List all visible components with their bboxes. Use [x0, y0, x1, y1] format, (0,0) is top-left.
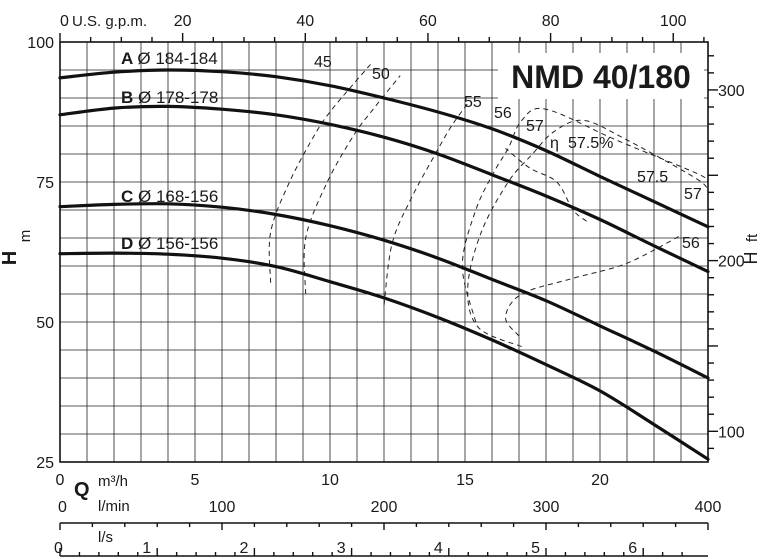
- y-right-tick-label: 300: [718, 83, 745, 100]
- y-right-tick-label: 100: [718, 424, 745, 441]
- series-label-b: B Ø 178-178: [121, 88, 218, 107]
- pump-curve-a: [58, 68, 710, 229]
- y-left-tick-label: 50: [36, 315, 54, 332]
- efficiency-curve-56: [461, 107, 709, 323]
- ls-tick-label: 5: [531, 540, 540, 557]
- y-axis-left-symbol: H: [0, 251, 21, 265]
- lmin-tick-label: 200: [371, 499, 398, 516]
- x-tick-label: 10: [321, 472, 339, 489]
- top-tick-label: 40: [296, 13, 314, 30]
- x-axis-symbol: Q: [74, 479, 90, 501]
- ls-tick-label: 6: [628, 540, 637, 557]
- efficiency-label: 57.5: [637, 169, 668, 186]
- efficiency-curve-45: [268, 64, 371, 283]
- lmin-tick-label: 300: [533, 499, 560, 516]
- efficiency-curve-50: [303, 75, 401, 295]
- efficiency-label: 56: [494, 105, 512, 122]
- y-left-tick-label: 100: [27, 35, 54, 52]
- plot-frame: [59, 41, 709, 463]
- efficiency-label: 45: [314, 54, 332, 71]
- x-tick-label: 5: [191, 472, 200, 489]
- series-label-d: D Ø 156-156: [121, 234, 218, 253]
- series-label-c: C Ø 168-156: [121, 187, 218, 206]
- efficiency-curves: [268, 64, 709, 348]
- top-axis-label: U.S. g.p.m.: [72, 13, 147, 30]
- ls-axis-label: l/s: [98, 529, 113, 546]
- y-left-tick-label: 75: [36, 175, 54, 192]
- y-axis-right-unit: ft: [744, 233, 761, 242]
- y-right-tick-label: 200: [718, 254, 745, 271]
- efficiency-curve-57-5: [504, 234, 682, 337]
- efficiency-label: 56: [682, 235, 700, 252]
- pump-curve-b: [58, 104, 710, 274]
- efficiency-label: 55: [464, 94, 482, 111]
- top-tick-label: 100: [660, 13, 687, 30]
- lmin-tick-label: 100: [209, 499, 236, 516]
- pump-curves: [58, 68, 710, 461]
- lmin-tick-label: 0: [58, 499, 67, 516]
- ls-tick-label: 1: [142, 540, 151, 557]
- curve-labels: A Ø 184-184 B Ø 178-178 C Ø 168-156 D Ø 156…: [121, 49, 702, 253]
- top-tick-label: 80: [542, 13, 560, 30]
- pump-curve-d: [58, 251, 710, 461]
- efficiency-curve-57-5pct: [505, 148, 587, 222]
- efficiency-curve-57: [467, 119, 709, 348]
- efficiency-label: 57: [684, 186, 702, 203]
- y-left-tick-label: 25: [36, 455, 54, 472]
- series-label-a: A Ø 184-184: [121, 49, 218, 68]
- top-tick-label: 0: [60, 13, 69, 30]
- lmin-axis-label: l/min: [98, 498, 130, 515]
- ls-tick-label: 4: [434, 540, 443, 557]
- efficiency-symbol: η: [550, 135, 559, 152]
- efficiency-label: 57: [526, 118, 544, 135]
- x-axis-unit: m³/h: [98, 473, 128, 490]
- pump-curve-c: [58, 202, 710, 380]
- efficiency-curve-55: [383, 103, 469, 306]
- lmin-tick-label: 400: [695, 499, 722, 516]
- top-tick-label: 60: [419, 13, 437, 30]
- efficiency-label: 57.5%: [568, 135, 613, 152]
- chart-title: NMD 40/180: [511, 59, 691, 95]
- ls-tick-label: 0: [54, 540, 63, 557]
- x-tick-label: 20: [591, 472, 609, 489]
- x-tick-label: 0: [56, 472, 65, 489]
- y-axis-right-symbol: H: [741, 252, 761, 265]
- efficiency-label: 50: [372, 66, 390, 83]
- top-tick-label: 20: [174, 13, 192, 30]
- y-axis-left-unit: m: [17, 230, 34, 243]
- title-box: [498, 53, 704, 99]
- x-tick-label: 15: [456, 472, 474, 489]
- ls-tick-label: 3: [337, 540, 346, 557]
- ls-tick-label: 2: [239, 540, 248, 557]
